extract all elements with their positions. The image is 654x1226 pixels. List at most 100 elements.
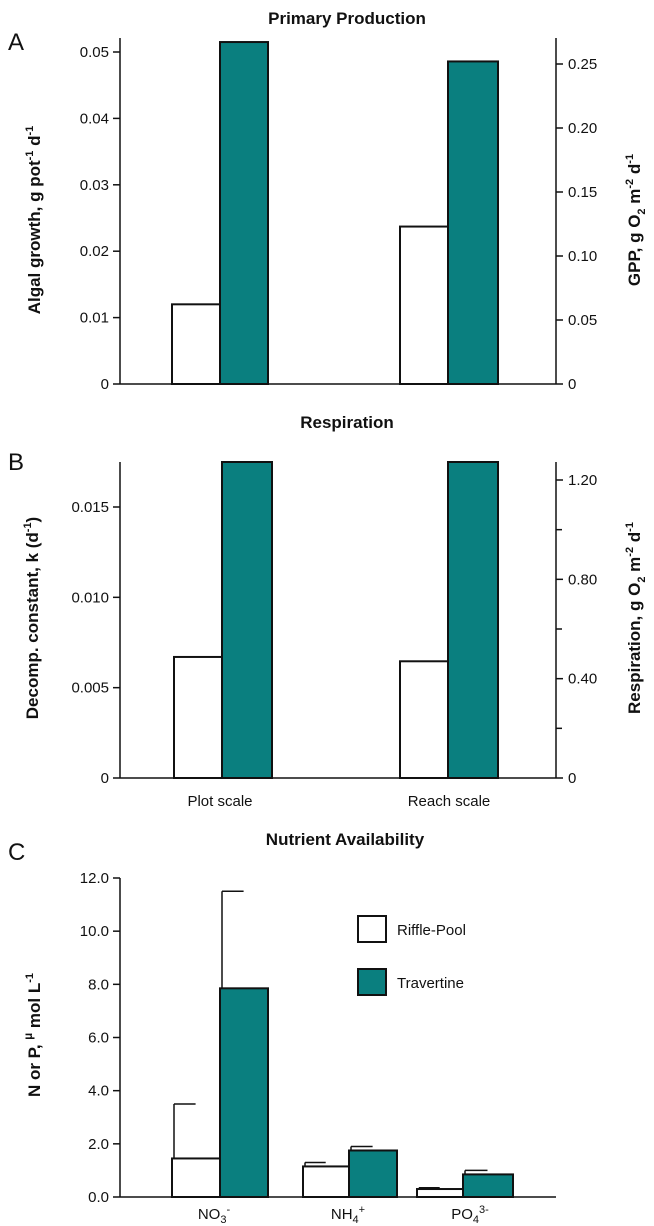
panel-c-category-no3-sub: 3 — [220, 1214, 226, 1226]
panel-a-left-tick-label-2: 0.02 — [80, 243, 109, 260]
panel-c-error-bars — [173, 890, 488, 1190]
panel-c-category-no3: NO3- — [198, 1204, 231, 1226]
panel-c-category-no3-sup: - — [226, 1204, 230, 1216]
panel-a-ylabel-sup2: -1 — [24, 126, 36, 136]
panel-b-left-tick-label-1: 0.005 — [71, 680, 109, 697]
panel-c-left-tick-label-1: 2.0 — [88, 1136, 109, 1153]
panel-b-left-tick-label-3: 0.015 — [71, 499, 109, 516]
panel-a-bar-travertine-reach — [447, 60, 499, 385]
panel-a-ylabel-pre: Algal growth, g pot — [25, 160, 44, 314]
panel-c-left-tick-label-6: 12.0 — [80, 870, 109, 887]
panel-a-ylabel-mid: d — [25, 135, 44, 150]
panel-b-right-tick-label-3: 1.20 — [568, 472, 597, 489]
panel-c-left-tick-label-3: 6.0 — [88, 1030, 109, 1047]
panel-c-bar-riffle-pool-nh4 — [302, 1165, 350, 1199]
panel-c-bar-travertine-nh4 — [348, 1149, 398, 1198]
panel-a-left-tick-label-4: 0.04 — [80, 110, 109, 127]
panel-b-category-plot-scale: Plot scale — [187, 793, 252, 810]
panel-b-y2label-sup1: -2 — [624, 547, 636, 557]
panel-a-right-tick-label-4: 0.20 — [568, 120, 597, 137]
panel-a-y2label-sup1: -2 — [624, 179, 636, 189]
panel-c-category-no3-base: NO — [198, 1206, 221, 1223]
panel-b-y2label-mid: m — [625, 557, 644, 577]
legend-swatch-riffle-pool — [357, 915, 387, 943]
panel-c-category-po4: PO43- — [451, 1204, 489, 1226]
panel-c-category-nh4: NH4+ — [331, 1204, 365, 1226]
legend-swatch-travertine — [357, 968, 387, 996]
panel-a-left-tick-label-5: 0.05 — [80, 44, 109, 61]
panel-b-y2label-pre: Respiration, g O — [625, 583, 644, 714]
panel-a-left-tick-label-3: 0.03 — [80, 177, 109, 194]
panel-a-right-tick-label-0: 0 — [568, 376, 576, 393]
panel-b-left-tick-label-0: 0 — [101, 770, 109, 787]
panel-b-label: B — [8, 449, 24, 476]
panel-c-bar-riffle-pool-po4 — [416, 1188, 464, 1199]
panel-c-category-po4-sub: 4 — [473, 1214, 479, 1226]
panel-c-left-tick-label-4: 8.0 — [88, 976, 109, 993]
panel-a-right-tick-label-5: 0.25 — [568, 56, 597, 73]
panel-a-label: A — [8, 29, 24, 56]
panel-b-title: Respiration — [300, 413, 394, 432]
panel-a-y2label: GPP, g O2 m-2 d-1 — [624, 154, 648, 286]
panel-c-category-nh4-base: NH — [331, 1206, 353, 1223]
panel-a-bar-travertine-plot — [219, 41, 269, 385]
panel-b-y2label-mid2: d — [625, 532, 644, 547]
panel-a-bar-riffle-pool-reach — [399, 225, 449, 385]
panel-c-category-po4-base: PO — [451, 1206, 473, 1223]
panel-b-y2label: Respiration, g O2 m-2 d-1 — [624, 522, 648, 714]
panel-a-bar-riffle-pool-plot — [171, 303, 221, 386]
panel-b-y2label-sup2: -1 — [624, 522, 636, 532]
panel-a-right-tick-label-1: 0.05 — [568, 312, 597, 329]
panel-c-ylabel-mu: µ — [21, 1033, 35, 1040]
panel-b-left-ticks: 0 0.005 0.010 0.015 — [71, 499, 120, 787]
panel-a-left-ticks: 0 0.01 0.02 0.03 0.04 0.05 — [80, 44, 120, 393]
panel-c-left-ticks: 0.0 2.0 4.0 6.0 8.0 10.0 12.0 — [80, 870, 120, 1206]
panel-b: B Respiration Decomp. constant, k (d-1) … — [8, 413, 648, 810]
panel-a-y2label-mid: m — [625, 189, 644, 209]
legend-label-riffle-pool: Riffle-Pool — [397, 922, 466, 939]
panel-b-bar-riffle-pool-reach — [399, 660, 449, 779]
panel-c-category-po4-sup: 3- — [479, 1204, 489, 1216]
panel-a-y2label-mid2: d — [625, 164, 644, 179]
panel-a-right-ticks: 0 0.05 0.10 0.15 0.20 0.25 — [556, 56, 597, 393]
panel-b-left-tick-label-2: 0.010 — [71, 589, 109, 606]
panel-c-left-tick-label-2: 4.0 — [88, 1083, 109, 1100]
panel-b-right-tick-label-1: 0.40 — [568, 671, 597, 688]
panel-c-legend: Riffle-Pool Travertine — [357, 915, 466, 996]
panel-a-left-tick-label-1: 0.01 — [80, 310, 109, 327]
panel-a-left-tick-label-0: 0 — [101, 376, 109, 393]
panel-b-bar-riffle-pool-plot — [173, 655, 223, 779]
panel-b-ylabel-text: Decomp. constant, k (d — [23, 532, 42, 719]
panel-b-right-tick-label-2: 0.80 — [568, 571, 597, 588]
panel-c: C Nutrient Availability N or P, µ mol L-… — [8, 830, 556, 1226]
panel-c-bar-travertine-po4 — [462, 1173, 514, 1199]
panel-b-y2label-sub: 2 — [636, 577, 648, 583]
panel-c-label: C — [8, 839, 25, 866]
panel-c-ylabel-sup: -1 — [24, 973, 36, 983]
panel-b-bar-travertine-plot — [221, 461, 273, 779]
panel-b-ylabel-sup: -1 — [22, 522, 34, 532]
panel-c-ylabel: N or P, µ mol L-1 — [21, 973, 44, 1097]
panel-a-ylabel-sup1: -1 — [24, 151, 36, 161]
panel-a-title: Primary Production — [268, 9, 426, 28]
panel-c-ylabel-post: mol L — [25, 983, 44, 1033]
panel-c-left-tick-label-0: 0.0 — [88, 1189, 109, 1206]
panel-a-y2label-sub: 2 — [636, 208, 648, 214]
panel-b-right-ticks: 0 0.40 0.80 1.20 — [556, 472, 597, 787]
panel-a: A Primary Production Algal growth, g pot… — [8, 9, 648, 393]
panel-c-left-tick-label-5: 10.0 — [80, 923, 109, 940]
panel-b-right-tick-label-0: 0 — [568, 770, 576, 787]
panel-b-category-reach-scale: Reach scale — [408, 793, 491, 810]
panel-a-right-tick-label-2: 0.10 — [568, 248, 597, 265]
panel-a-y2label-sup2: -1 — [624, 154, 636, 164]
panel-c-ylabel-pre: N or P, — [25, 1040, 44, 1097]
panel-a-ylabel: Algal growth, g pot-1 d-1 — [24, 126, 44, 315]
panel-b-ylabel: Decomp. constant, k (d-1) — [22, 517, 42, 719]
panel-a-right-tick-label-3: 0.15 — [568, 184, 597, 201]
panel-c-category-nh4-sub: 4 — [353, 1214, 359, 1226]
panel-b-bar-travertine-reach — [447, 461, 499, 779]
panel-c-bar-riffle-pool-no3 — [171, 1157, 221, 1199]
panel-b-ylabel-post: ) — [23, 517, 42, 523]
panel-c-bar-travertine-no3 — [219, 987, 269, 1199]
